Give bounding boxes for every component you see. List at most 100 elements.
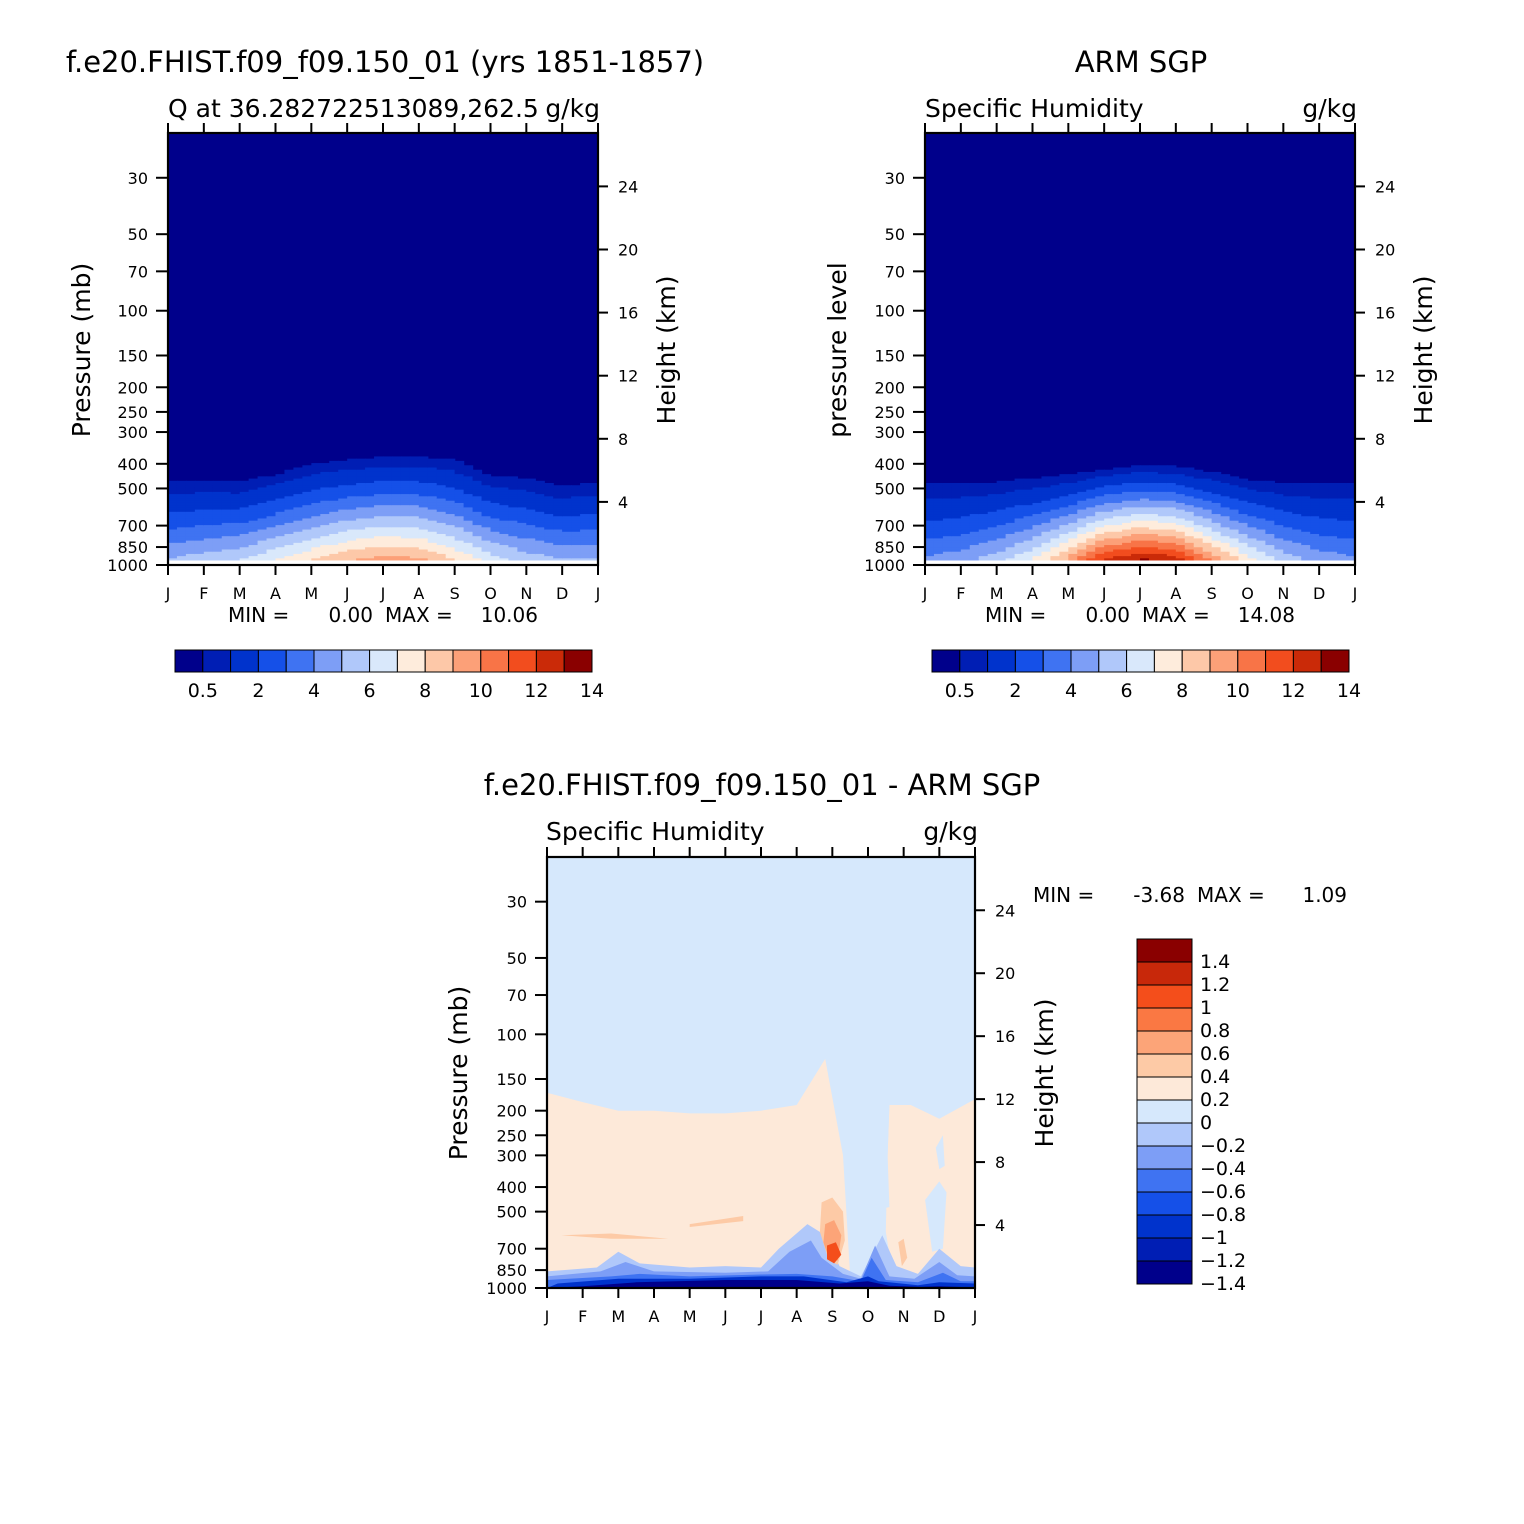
panel-obs-cell <box>1122 540 1132 544</box>
panel-model-cell <box>284 498 295 502</box>
panel-obs-cell <box>1328 545 1338 548</box>
panel-obs-cell <box>1157 542 1168 546</box>
panel-diff-y-tick-label: 200 <box>496 1102 527 1121</box>
panel-obs-cell <box>1095 478 1105 482</box>
panel-obs-cell <box>925 496 935 500</box>
panel-model-cell <box>418 496 429 500</box>
panel-obs-cell <box>1229 507 1240 511</box>
panel-obs-cell <box>969 518 980 522</box>
panel-model-cell <box>535 498 545 502</box>
panel-obs-cell <box>1157 540 1168 544</box>
panel-model-cell <box>383 525 393 528</box>
panel-model-cell <box>463 480 474 484</box>
panel-obs-cell <box>1059 511 1069 515</box>
panel-model-cell <box>374 474 384 477</box>
panel-model-cell <box>248 480 259 484</box>
panel-obs-cell <box>1247 549 1258 553</box>
panel-model-cell <box>203 536 214 540</box>
panel-model-cell <box>185 496 196 500</box>
panel-obs-cell <box>1265 525 1275 528</box>
panel-obs-cell <box>1068 485 1078 489</box>
panel-model-cell <box>427 507 438 511</box>
panel-obs-cell <box>1095 527 1105 531</box>
panel-obs-cell <box>1032 500 1043 504</box>
panel-obs-cell <box>1247 551 1258 555</box>
panel-obs-cell <box>1229 500 1240 504</box>
panel-obs-cell <box>1229 527 1240 531</box>
panel-model-cell <box>168 533 178 537</box>
panel-model-cell <box>436 500 447 504</box>
panel-obs-cell <box>1184 483 1195 486</box>
panel-model-cell <box>329 556 339 559</box>
panel-obs-cell <box>1148 483 1159 486</box>
panel-obs-cell <box>978 522 989 526</box>
panel-model-cell <box>544 516 554 520</box>
panel-model-cell <box>418 540 429 544</box>
panel-model-cell <box>383 514 393 517</box>
panel-obs-cell <box>1068 527 1078 531</box>
panel-obs-cell <box>1041 485 1052 489</box>
panel-model-cell <box>230 540 241 544</box>
panel-model-cell <box>508 547 518 551</box>
panel-model-cell <box>266 538 277 542</box>
panel-obs-cell <box>1113 467 1123 471</box>
panel-obs-cell <box>1086 540 1096 544</box>
panel-model-cell <box>347 533 357 537</box>
panel-model-cell <box>409 469 420 473</box>
panel-model-cell <box>391 458 402 462</box>
panel-model-cell <box>176 527 187 531</box>
panel-model-cell <box>544 509 554 513</box>
panel-model-cell <box>293 485 303 489</box>
panel-model-cell <box>391 460 402 464</box>
panel-obs-cell <box>1140 520 1150 524</box>
panel-obs-cell <box>1041 536 1052 540</box>
panel-obs-x-tick-label: F <box>956 584 965 603</box>
panel-model-cell <box>427 514 438 517</box>
panel-obs-cell <box>1301 545 1311 548</box>
panel-obs-cell <box>1032 529 1043 533</box>
panel-obs-cell <box>1014 500 1025 504</box>
panel-model-cell <box>347 531 357 535</box>
panel-model-cell <box>589 538 598 542</box>
panel-obs-cell <box>933 522 944 526</box>
panel-obs-cell <box>1292 520 1302 524</box>
panel-model-cell <box>418 549 429 553</box>
panel-model-cell <box>239 487 250 491</box>
panel-model-cell <box>499 485 510 489</box>
panel-obs-cell <box>1337 485 1347 489</box>
panel-model-cell <box>356 514 366 517</box>
panel-model-cell <box>427 463 438 466</box>
panel-model-cell <box>472 542 483 546</box>
panel-diff-left-string: Specific Humidity <box>546 817 765 846</box>
panel-diff-x-tick-label: J <box>544 1307 550 1326</box>
panel-obs-cell <box>1104 485 1114 489</box>
panel-model-cell <box>374 516 384 520</box>
panel-obs-cell <box>951 540 962 544</box>
panel-obs-cell <box>1157 505 1168 508</box>
panel-model-cell <box>418 463 429 466</box>
panel-obs-cell <box>1140 487 1150 491</box>
panel-obs-cell <box>1032 494 1043 497</box>
panel-obs-cell <box>1032 558 1043 562</box>
panel-model-cell <box>275 485 286 489</box>
panel-model-cell <box>580 549 590 553</box>
panel-model-cell <box>400 478 411 482</box>
panel-obs-cell <box>1086 558 1096 562</box>
panel-model-cell <box>409 522 420 526</box>
panel-obs-cell <box>1077 485 1087 489</box>
panel-obs-cell <box>1193 514 1204 517</box>
panel-obs-cell <box>1104 529 1114 533</box>
panel-model-cell <box>168 545 178 548</box>
panel-obs-cell <box>996 522 1007 526</box>
panel-obs-cell <box>1220 489 1231 493</box>
panel-obs-cell <box>1319 525 1329 528</box>
panel-model-cell <box>562 516 572 520</box>
panel-model-cell <box>580 522 590 526</box>
panel-model-cell <box>275 533 286 537</box>
panel-model-cell <box>221 494 232 497</box>
panel-obs-cell <box>1086 511 1096 515</box>
panel-obs-cell <box>1140 476 1150 480</box>
panel-obs-cell <box>1095 531 1105 535</box>
panel-model-cell <box>203 516 214 520</box>
panel-model-cell <box>185 533 196 537</box>
